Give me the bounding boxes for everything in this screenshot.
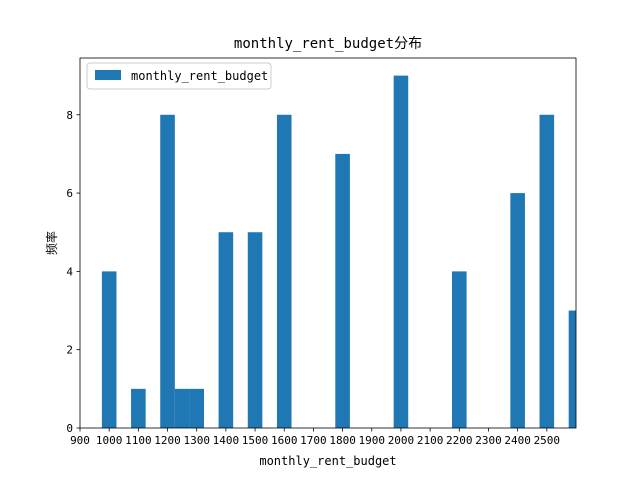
histogram-bar-11 xyxy=(510,193,525,428)
bars-group xyxy=(101,75,576,428)
plot-frame xyxy=(79,57,577,429)
x-axis-label: monthly_rent_budget xyxy=(259,454,396,468)
histogram-bar-10 xyxy=(452,271,467,428)
histogram-bar-5 xyxy=(218,232,234,428)
histogram-bar-6 xyxy=(247,232,263,428)
x-tick-label: 1300 xyxy=(183,434,210,447)
x-tick-label: 2300 xyxy=(475,434,502,447)
y-axis-label: 频率 xyxy=(44,231,59,255)
x-tick-label: 1200 xyxy=(154,434,181,447)
y-tick-label: 4 xyxy=(66,265,73,278)
x-tick-label: 2000 xyxy=(388,434,415,447)
y-tick-label: 8 xyxy=(66,109,73,122)
x-tick-label: 2400 xyxy=(504,434,531,447)
histogram-bar-13 xyxy=(568,310,576,428)
x-tick-label: 1100 xyxy=(125,434,152,447)
chart-title: monthly_rent_budget分布 xyxy=(234,36,422,52)
x-tick-label: 1000 xyxy=(96,434,123,447)
histogram-bar-3 xyxy=(174,388,190,428)
y-tick-label: 6 xyxy=(66,187,73,200)
x-tick-label: 1500 xyxy=(242,434,269,447)
x-tick-label: 2200 xyxy=(446,434,473,447)
x-tick-label: 1800 xyxy=(329,434,356,447)
legend: monthly_rent_budget xyxy=(86,62,272,90)
histogram-bar-8 xyxy=(335,153,350,428)
x-tick-label: 1900 xyxy=(359,434,386,447)
histogram-bar-12 xyxy=(539,114,555,428)
histogram-bar-9 xyxy=(393,75,409,428)
x-tick-label: 1600 xyxy=(271,434,298,447)
legend-swatch xyxy=(95,70,121,80)
x-axis-ticks: 900 1000 1100 1200 1300 1400 1500 1600 1700 1800 1… xyxy=(70,428,560,447)
y-tick-label: 0 xyxy=(66,422,73,435)
histogram-bar-7 xyxy=(276,114,292,428)
legend-box xyxy=(86,62,272,90)
histogram-bar-0 xyxy=(101,271,117,428)
y-tick-label: 2 xyxy=(66,344,73,357)
x-tick-label: 900 xyxy=(70,434,90,447)
histogram-bar-2 xyxy=(160,114,175,428)
y-axis-ticks: 0 2 4 6 8 xyxy=(66,109,80,435)
x-tick-label: 2100 xyxy=(417,434,444,447)
histogram-bar-1 xyxy=(131,388,146,428)
x-tick-label: 1700 xyxy=(300,434,327,447)
x-tick-label: 1400 xyxy=(213,434,240,447)
histogram-bar-4 xyxy=(189,388,204,428)
legend-label: monthly_rent_budget xyxy=(131,69,268,83)
x-tick-label: 2500 xyxy=(534,434,561,447)
